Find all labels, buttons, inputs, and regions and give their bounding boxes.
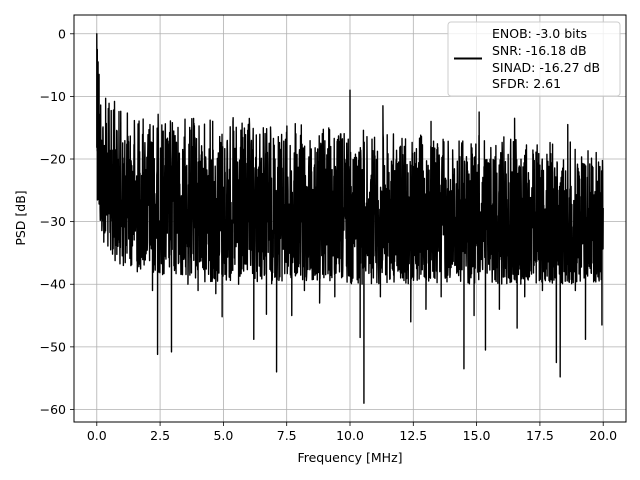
y-axis-ticks: 0 −10 −20 −30 −40 −50 −60 xyxy=(40,26,74,417)
x-tick-label: 7.5 xyxy=(277,428,297,443)
x-axis-label: Frequency [MHz] xyxy=(297,450,402,465)
x-tick-label: 2.5 xyxy=(150,428,170,443)
y-tick-label: −40 xyxy=(40,277,66,292)
x-tick-label: 0.0 xyxy=(87,428,107,443)
x-tick-label: 20.0 xyxy=(589,428,617,443)
psd-series-line xyxy=(96,33,604,404)
legend-box xyxy=(447,21,621,97)
y-tick-label: −50 xyxy=(40,339,66,354)
legend-line-4: SFDR: 2.61 xyxy=(492,76,561,91)
y-axis-label: PSD [dB] xyxy=(13,190,28,245)
series-group xyxy=(96,33,604,404)
y-tick-label: −10 xyxy=(40,89,66,104)
x-tick-label: 12.5 xyxy=(399,428,427,443)
legend: ENOB: -3.0 bits SNR: -16.18 dB SINAD: -1… xyxy=(447,21,621,97)
y-tick-label: −60 xyxy=(40,402,66,417)
x-tick-label: 17.5 xyxy=(526,428,554,443)
legend-line-1: ENOB: -3.0 bits xyxy=(492,26,587,41)
y-tick-label: 0 xyxy=(58,26,66,41)
legend-line-3: SINAD: -16.27 dB xyxy=(492,60,600,75)
x-tick-label: 15.0 xyxy=(463,428,491,443)
y-tick-label: −20 xyxy=(40,152,66,167)
x-tick-label: 10.0 xyxy=(336,428,364,443)
y-tick-label: −30 xyxy=(40,214,66,229)
legend-line-2: SNR: -16.18 dB xyxy=(492,43,587,58)
x-tick-label: 5.0 xyxy=(213,428,233,443)
x-axis-ticks: 0.0 2.5 5.0 7.5 10.0 12.5 15.0 17.5 20.0 xyxy=(87,422,617,443)
